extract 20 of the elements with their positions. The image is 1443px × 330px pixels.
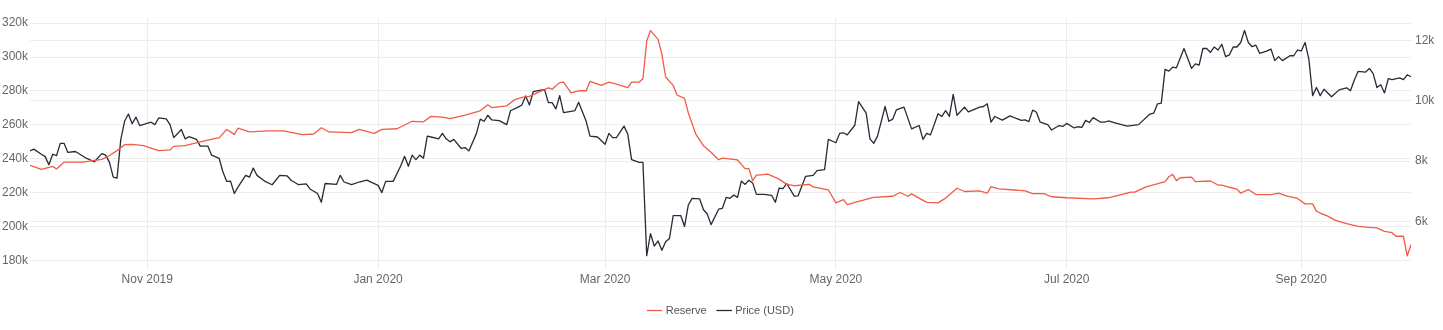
y-tick-label: 180k [1, 252, 29, 267]
y2-tick-label: 12k [1415, 32, 1436, 47]
y-tick-label: 300k [1, 49, 29, 64]
y-tick-label: 200k [1, 218, 29, 233]
x-tick-label: May 2020 [809, 271, 863, 286]
legend-label: Reserve [665, 303, 707, 316]
x-tick-label: Jul 2020 [1044, 271, 1090, 286]
legend-label: Price (USD) [735, 303, 794, 316]
y2-tick-label: 6k [1415, 213, 1429, 228]
y-tick-label: 240k [1, 151, 29, 166]
y-tick-label: 280k [1, 83, 29, 98]
y2-tick-label: 8k [1415, 153, 1429, 168]
x-tick-label: Nov 2019 [121, 271, 174, 286]
x-tick-label: Mar 2020 [579, 271, 631, 286]
y-tick-label: 220k [1, 184, 29, 199]
y-tick-label: 320k [1, 15, 29, 30]
y2-tick-label: 10k [1415, 93, 1436, 108]
y-tick-label: 260k [1, 117, 29, 132]
x-tick-label: Jan 2020 [353, 271, 404, 286]
x-tick-label: Sep 2020 [1275, 271, 1328, 286]
